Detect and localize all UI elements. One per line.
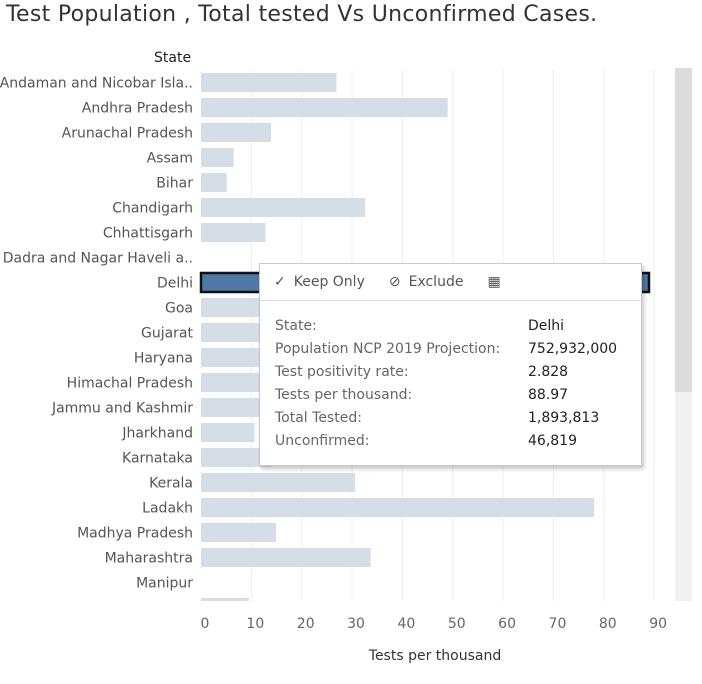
tooltip-row: Test positivity rate: 2.828 [275, 361, 626, 384]
tooltip-key: Test positivity rate: [275, 364, 409, 380]
bar[interactable] [201, 373, 272, 392]
bar[interactable] [201, 298, 272, 317]
category-label: Himachal Pradesh [67, 376, 193, 392]
tooltip-value: 88.97 [528, 387, 569, 403]
bar[interactable] [201, 223, 266, 242]
category-label: Manipur [136, 576, 193, 592]
tooltip-toolbar: ✓ Keep Only ⊘ Exclude ▦ [260, 264, 641, 301]
category-label: Chhattisgarh [103, 226, 193, 242]
x-axis-title: Tests per thousand [368, 648, 501, 664]
x-tick-label: 50 [448, 616, 466, 632]
category-label: Haryana [134, 351, 193, 367]
tooltip-row: State: Delhi [275, 315, 626, 338]
category-label: Ladakh [142, 501, 193, 517]
tooltip-value: Delhi [528, 318, 565, 334]
category-label: Arunachal Pradesh [62, 126, 193, 142]
exclude-icon: ⊘ [388, 274, 401, 290]
category-label: Goa [165, 301, 193, 317]
tooltip-value: 46,819 [528, 433, 577, 449]
x-tick-label: 10 [246, 616, 264, 632]
category-label: Karnataka [122, 451, 193, 467]
bar[interactable] [201, 323, 262, 342]
x-tick-label: 70 [549, 616, 567, 632]
tooltip-key: Unconfirmed: [275, 433, 370, 449]
category-label: Maharashtra [105, 551, 193, 567]
tooltip-value: 752,932,000 [528, 341, 618, 357]
tooltip-key: State: [275, 318, 317, 334]
view-data-button[interactable]: ▦ [487, 274, 508, 290]
x-tick-label: 40 [397, 616, 415, 632]
keep-only-label: Keep Only [293, 274, 365, 290]
exclude-label: Exclude [408, 274, 464, 290]
bar[interactable] [201, 548, 371, 567]
row-header-state[interactable]: State [154, 50, 192, 66]
category-label: Gujarat [141, 326, 194, 342]
bar[interactable] [201, 73, 337, 92]
tooltip-value: 1,893,813 [528, 410, 600, 426]
tooltip-row: Unconfirmed: 46,819 [275, 430, 626, 453]
bar[interactable] [201, 98, 448, 117]
tooltip-key: Tests per thousand: [275, 387, 413, 403]
x-tick-label: 80 [599, 616, 617, 632]
category-label: Madhya Pradesh [77, 526, 193, 542]
vertical-scrollbar[interactable] [675, 68, 692, 601]
category-label: Jammu and Kashmir [51, 401, 193, 417]
bar[interactable] [201, 148, 234, 167]
category-label: Assam [147, 151, 193, 167]
bar-partial[interactable] [201, 598, 249, 601]
category-label: Chandigarh [112, 201, 193, 217]
tooltip-key: Population NCP 2019 Projection: [275, 341, 501, 357]
category-label: Kerala [149, 476, 193, 492]
category-label: Andhra Pradesh [82, 101, 193, 117]
check-icon: ✓ [274, 274, 286, 290]
scrollbar-thumb[interactable] [675, 68, 692, 392]
x-tick-label: 30 [347, 616, 365, 632]
x-tick-label: 60 [498, 616, 516, 632]
chart-title: Test Population , Total tested Vs Unconf… [6, 2, 598, 27]
x-tick-label: 90 [649, 616, 667, 632]
keep-only-button[interactable]: ✓ Keep Only [274, 274, 365, 290]
category-label: Delhi [157, 276, 193, 292]
bar[interactable] [201, 498, 595, 517]
tooltip-key: Total Tested: [275, 410, 362, 426]
bar[interactable] [201, 123, 271, 142]
exclude-button[interactable]: ⊘ Exclude [389, 274, 464, 290]
category-label: Dadra and Nagar Haveli a.. [3, 251, 193, 267]
bar[interactable] [201, 448, 272, 467]
category-label: Jharkhand [121, 426, 193, 442]
tooltip-body: State: Delhi Population NCP 2019 Project… [260, 301, 641, 453]
tooltip-panel: ✓ Keep Only ⊘ Exclude ▦ State: Delhi Pop… [259, 263, 642, 466]
category-label: Bihar [156, 176, 193, 192]
bar[interactable] [201, 423, 255, 442]
view-data-icon: ▦ [487, 274, 501, 290]
tooltip-row: Total Tested: 1,893,813 [275, 407, 626, 430]
category-label: Andaman and Nicobar Isla.. [0, 76, 193, 92]
bar[interactable] [201, 473, 356, 492]
bar[interactable] [201, 198, 366, 217]
x-tick-label: 20 [297, 616, 315, 632]
bar[interactable] [201, 523, 276, 542]
tooltip-row: Tests per thousand: 88.97 [275, 384, 626, 407]
tooltip-row: Population NCP 2019 Projection: 752,932,… [275, 338, 626, 361]
x-tick-label: 0 [201, 616, 210, 632]
bar[interactable] [201, 173, 227, 192]
tooltip-value: 2.828 [528, 364, 569, 380]
